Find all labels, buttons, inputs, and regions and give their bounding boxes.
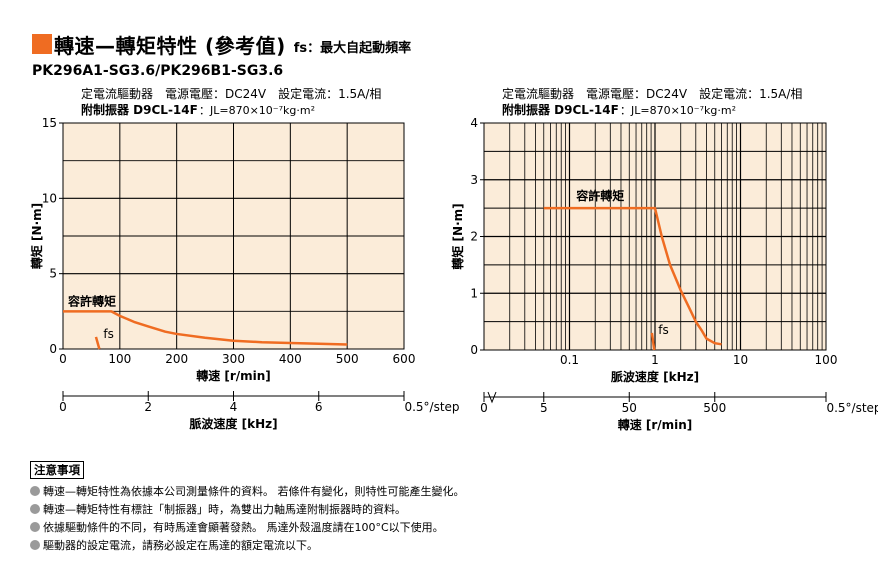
fs-label: fs (103, 327, 113, 341)
secondary-tick-label: 6 (315, 400, 323, 414)
x-tick-label: 100 (815, 353, 838, 367)
note-item: 依據驅動條件的不同，有時馬達會顯著發熱。 馬達外殼溫度請在100°C以下使用。 (30, 518, 465, 536)
secondary-tick-label: 0 (480, 401, 488, 415)
y-tick-label: 1 (470, 286, 478, 300)
driver-info: 定電流驅動器 電源電壓：DC24V 設定電流：1.5A/相 (502, 86, 802, 101)
note-item: 轉速—轉矩特性有標註「制振器」時，為雙出力軸馬達附制振器時的資料。 (30, 500, 465, 518)
bullet-icon (30, 540, 40, 550)
note-text: 依據驅動條件的不同，有時馬達會顯著發熱。 馬達外殼溫度請在100°C以下使用。 (43, 521, 444, 534)
damper-info: 附制振器 D9CL-14F (81, 102, 198, 117)
secondary-axis-label: 脈波速度 [kHz] (189, 416, 277, 431)
damper-info: 附制振器 D9CL-14F (502, 102, 619, 117)
axis-break-icon (487, 391, 497, 404)
secondary-tick-label: 4 (230, 400, 238, 414)
x-tick-label: 200 (165, 352, 188, 366)
fs-marker (650, 332, 656, 351)
step-angle-label: 0.5°/step (404, 400, 459, 414)
x-tick-label: 500 (336, 352, 359, 366)
note-text: 轉速—轉矩特性有標註「制振器」時，為雙出力軸馬達附制振器時的資料。 (43, 503, 406, 516)
fs-definition: fs：最大自起動頻率 (293, 40, 412, 56)
x-tick-label: 10 (733, 353, 748, 367)
torque-curve (543, 206, 722, 346)
secondary-tick-label: 2 (144, 400, 152, 414)
note-item: 驅動器的設定電流，請務必設定在馬達的額定電流以下。 (30, 536, 465, 554)
driver-info: 定電流驅動器 電源電壓：DC24V 設定電流：1.5A/相 (81, 86, 381, 101)
x-axis-label: 轉速 [r/min] (196, 368, 271, 383)
x-tick-label: 100 (108, 352, 131, 366)
inertia-value: ：JL=870×10⁻⁷kg·m² (620, 104, 736, 117)
model-number: PK296A1-SG3.6/PK296B1-SG3.6 (32, 63, 284, 79)
y-axis-label: 轉矩 [N·m] (29, 203, 44, 269)
notes-heading: 注意事項 (30, 461, 84, 479)
series-label: 容許轉矩 (575, 188, 624, 203)
bullet-icon (30, 522, 40, 532)
x-tick-label: 300 (222, 352, 245, 366)
secondary-axis-label: 轉速 [r/min] (618, 417, 693, 432)
fs-label: fs (658, 323, 668, 337)
bullet-icon (30, 504, 40, 514)
page-header: 轉速—轉矩特性 (參考值) fs：最大自起動頻率 (32, 31, 412, 58)
secondary-tick-label: 0 (59, 400, 67, 414)
x-axis-label: 脈波速度 [kHz] (611, 369, 699, 384)
x-tick-label: 600 (393, 352, 416, 366)
fs-marker (94, 336, 101, 350)
bullet-icon (30, 486, 40, 496)
plot-border (62, 122, 405, 350)
step-angle-label: 0.5°/step (826, 401, 878, 415)
x-tick-label: 0.1 (560, 353, 579, 367)
y-axis-label: 轉矩 [N·m] (450, 203, 465, 269)
series-label: 容許轉矩 (67, 293, 116, 308)
torque-curve (63, 310, 348, 346)
y-tick-label: 2 (470, 230, 478, 244)
secondary-tick-label: 500 (703, 401, 726, 415)
note-item: 轉速—轉矩特性為依據本公司測量條件的資料。 若條件有變化，則特性可能產生變化。 (30, 482, 465, 500)
notes-section: 注意事項 轉速—轉矩特性為依據本公司測量條件的資料。 若條件有變化，則特性可能產… (30, 461, 465, 554)
y-tick-label: 5 (49, 267, 57, 281)
y-tick-label: 0 (470, 343, 478, 357)
y-tick-label: 15 (42, 116, 57, 130)
x-tick-label: 0 (59, 352, 67, 366)
y-tick-label: 3 (470, 173, 478, 187)
x-tick-label: 1 (651, 353, 659, 367)
x-tick-label: 400 (279, 352, 302, 366)
y-tick-label: 0 (49, 342, 57, 356)
title-marker (32, 34, 52, 54)
note-text: 驅動器的設定電流，請務必設定在馬達的額定電流以下。 (43, 539, 318, 552)
y-tick-label: 10 (42, 191, 57, 205)
page-title: 轉速—轉矩特性 (參考值) (54, 33, 286, 58)
note-text: 轉速—轉矩特性為依據本公司測量條件的資料。 若條件有變化，則特性可能產生變化。 (43, 485, 465, 498)
secondary-tick-label: 50 (622, 401, 637, 415)
y-tick-label: 4 (470, 116, 478, 130)
inertia-value: ：JL=870×10⁻⁷kg·m² (199, 104, 315, 117)
secondary-tick-label: 5 (540, 401, 548, 415)
